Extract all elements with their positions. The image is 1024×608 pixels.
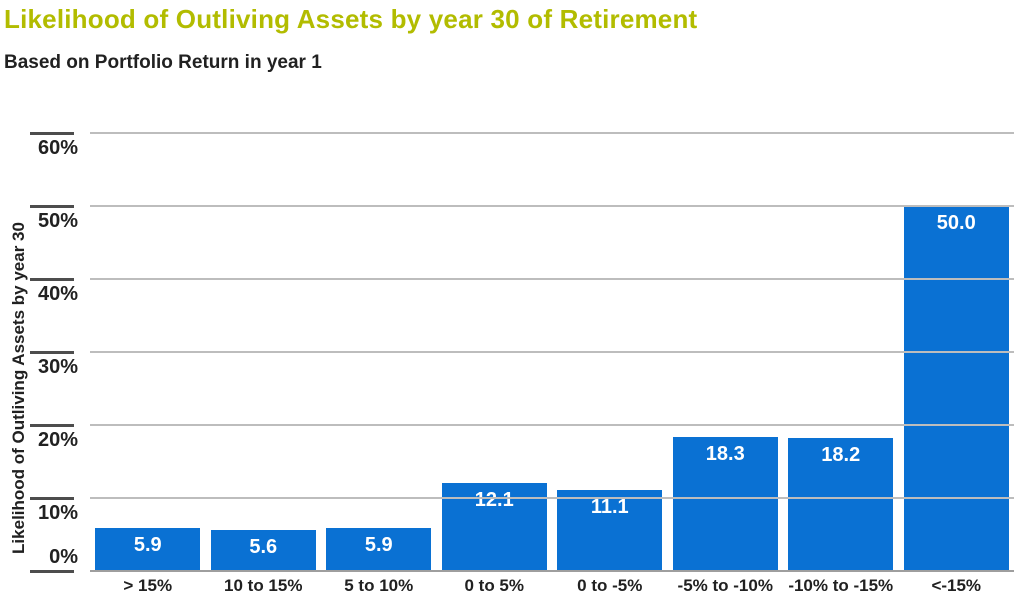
x-tick-label: -5% to -10% <box>677 576 773 595</box>
y-axis-tick-mark <box>30 277 74 281</box>
x-tick-label: 5 to 10% <box>344 576 414 595</box>
y-tick-label: 50% <box>37 210 78 232</box>
y-axis-tick-mark <box>30 569 74 573</box>
x-tick-label: 0 to -5% <box>577 576 643 595</box>
bar-value-label: 12.1 <box>474 488 514 511</box>
bar-value-label: 11.1 <box>590 495 629 518</box>
chart-subtitle: Based on Portfolio Return in year 1 <box>4 52 322 73</box>
x-tick-label: 10 to 15% <box>224 576 303 595</box>
bar-value-label: 5.6 <box>249 536 278 559</box>
y-axis-tick-mark <box>30 350 74 354</box>
y-tick-label: 40% <box>37 283 78 305</box>
y-tick-label: 30% <box>37 356 78 378</box>
bar-value-label: 50.0 <box>936 212 976 234</box>
bar: 50.0 <box>903 206 1009 571</box>
y-axis-tick-mark <box>30 204 74 208</box>
bar-value-label: 5.9 <box>133 533 162 556</box>
chart-title: Likelihood of Outliving Assets by year 3… <box>4 4 698 34</box>
y-tick-label: 0% <box>49 546 78 568</box>
bar-value-label: 18.3 <box>705 443 745 466</box>
bar: 12.1 <box>441 482 547 571</box>
bar: 5.9 <box>95 527 201 571</box>
x-axis-baseline <box>90 570 1014 572</box>
x-tick-label: > 15% <box>123 576 173 595</box>
bar: 5.6 <box>210 530 316 571</box>
x-axis-labels: > 15% 10 to 15% 5 to 10% 0 to 5% 0 to -5% -5%… <box>90 576 1014 600</box>
y-tick-label: 20% <box>37 429 78 451</box>
gridline <box>90 205 1014 207</box>
y-axis-tick-mark <box>30 423 74 427</box>
gridline <box>90 132 1014 134</box>
y-axis-tick-mark <box>30 496 74 500</box>
y-axis-tick-mark <box>30 131 74 135</box>
gridline <box>90 351 1014 353</box>
bar: 11.1 <box>557 489 663 571</box>
plot-area: 5.9 5.6 5.9 12.1 11.1 18.3 18.2 50.0 <box>90 132 1014 572</box>
y-tick-label: 10% <box>37 502 78 524</box>
y-tick-label: 60% <box>37 137 78 159</box>
gridline <box>90 424 1014 426</box>
bar: 5.9 <box>326 527 432 571</box>
gridline <box>90 278 1014 280</box>
bar-value-label: 18.2 <box>821 444 861 467</box>
x-tick-label: <-15% <box>931 576 982 595</box>
bar: 18.2 <box>788 438 894 571</box>
x-tick-label: 0 to 5% <box>464 576 525 595</box>
bar-value-label: 5.9 <box>364 533 393 556</box>
bar: 18.3 <box>672 437 778 571</box>
gridline <box>90 497 1014 499</box>
x-tick-label: -10% to -15% <box>788 576 894 595</box>
